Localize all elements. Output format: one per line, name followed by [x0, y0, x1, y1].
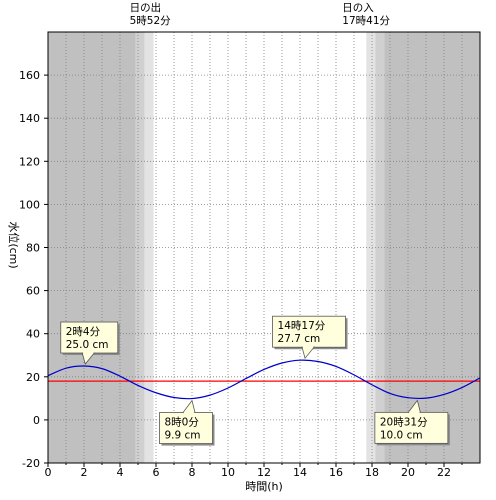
callout-box — [272, 315, 346, 348]
x-tick-label: 20 — [401, 466, 415, 479]
x-tick-label: 12 — [257, 466, 271, 479]
y-tick-label: 160 — [19, 69, 40, 82]
x-tick-label: 4 — [117, 466, 124, 479]
x-tick-label: 8 — [189, 466, 196, 479]
y-tick-label: 120 — [19, 155, 40, 168]
twilight-band-evening-dark — [375, 32, 385, 463]
sunset-time: 17時41分 — [342, 15, 390, 27]
y-tick-label: -20 — [22, 457, 40, 470]
callout-value: 27.7 cm — [278, 333, 321, 345]
series-group — [47, 359, 481, 400]
sunrise-label: 日の出 — [130, 1, 162, 14]
night-band-morning — [48, 32, 136, 463]
y-tick-label: 40 — [26, 328, 40, 341]
callout-box — [374, 411, 449, 444]
callout-box — [159, 412, 213, 444]
x-axis-label: 時間(h) — [245, 480, 283, 493]
callout-value: 9.9 cm — [165, 430, 201, 442]
y-tick-label: 20 — [26, 371, 40, 384]
x-tick-label: 0 — [45, 466, 52, 479]
callout-time: 14時17分 — [278, 320, 326, 332]
x-tick-label: 14 — [293, 466, 307, 479]
y-tick-label: 80 — [26, 242, 40, 255]
callout-time: 2時4分 — [66, 326, 101, 338]
x-tick-label: 18 — [365, 466, 379, 479]
x-tick-label: 10 — [221, 466, 235, 479]
callout-box — [60, 321, 119, 354]
callout-time: 8時0分 — [165, 417, 200, 429]
y-tick-label: 60 — [26, 285, 40, 298]
y-tick-label: 100 — [19, 198, 40, 211]
x-tick-label: 22 — [437, 466, 451, 479]
y-tick-label: 0 — [33, 414, 40, 427]
callout-value: 25.0 cm — [66, 339, 109, 351]
x-tick-label: 16 — [329, 466, 343, 479]
callout-value: 10.0 cm — [380, 429, 423, 441]
twilight-band-morning-dark — [135, 32, 145, 463]
tide-level-line — [47, 359, 481, 400]
callout-time: 20時31分 — [380, 416, 428, 428]
y-tick-label: 140 — [19, 112, 40, 125]
x-tick-label: 6 — [153, 466, 160, 479]
axis-ticks: 0 2 4 6 8 10 12 14 16 18 20 22 -20 0 20 40 60 80 100 120 140… — [19, 69, 463, 479]
x-tick-label: 2 — [81, 466, 88, 479]
sunset-label: 日の入 — [342, 2, 374, 14]
y-axis-label: 水位(cm) — [7, 221, 21, 268]
sunrise-time: 5時52分 — [130, 15, 172, 27]
twilight-band-evening-light — [366, 32, 376, 463]
twilight-band-morning-light — [144, 32, 154, 463]
